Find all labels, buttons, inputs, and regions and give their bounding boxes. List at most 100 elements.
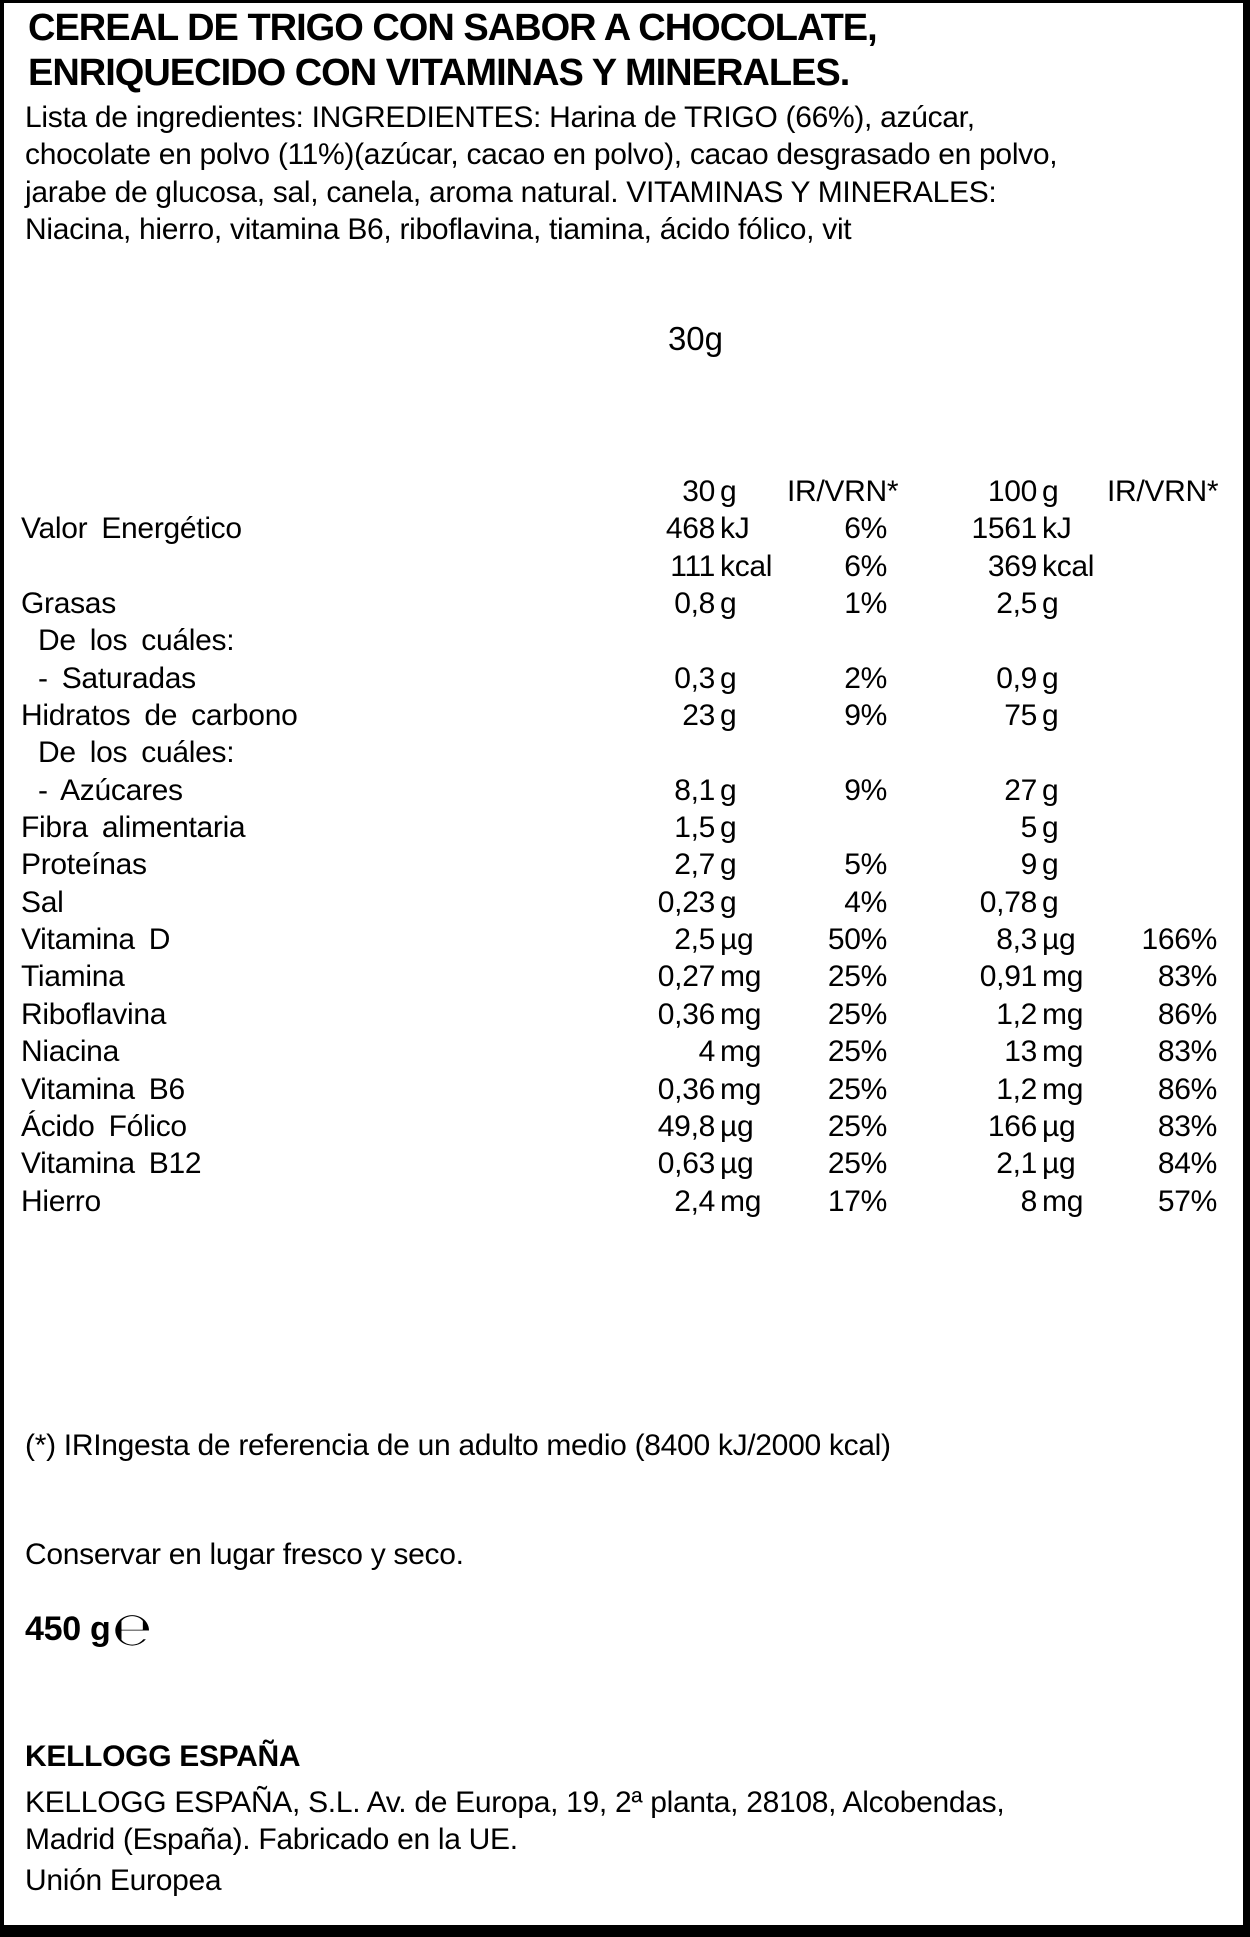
- unit-per-100g: g: [1042, 661, 1059, 695]
- nutrition-table: 30 g IR/VRN* 100 g IR/VRN* Valor Energét…: [21, 473, 1238, 1220]
- irvrn-per-100g: 83%: [1157, 960, 1217, 994]
- irvrn-per-30g: 25%: [827, 1109, 887, 1143]
- nutrient-row: Hierro 2,4 mg 17% 8 mg 57%: [21, 1183, 1238, 1220]
- irvrn-per-100g: 86%: [1157, 1072, 1217, 1106]
- irvrn-per-30g: 50%: [827, 923, 887, 957]
- value-per-100g: 0,91: [979, 960, 1038, 994]
- value-per-100g: 1,2: [996, 1072, 1037, 1106]
- irvrn-per-30g: [787, 809, 887, 846]
- unit-per-30g: [715, 622, 787, 659]
- estimated-sign: ℮: [112, 1602, 152, 1656]
- unit-per-30g: kcal: [720, 549, 773, 583]
- value-per-100g: 27: [1004, 773, 1037, 807]
- bottom-bar: [0, 1925, 1250, 1937]
- unit-per-100g: g: [1042, 773, 1059, 807]
- value-per-30g: 0,27: [657, 960, 716, 994]
- nutrient-label: Ácido Fólico: [21, 1109, 187, 1143]
- value-per-100g: 75: [1004, 699, 1037, 733]
- unit-per-100g: mg: [1042, 1184, 1084, 1218]
- unit-per-30g: µg: [720, 1147, 754, 1181]
- unit-per-30g: g: [720, 811, 737, 845]
- storage-instructions: Conservar en lugar fresco y seco.: [25, 1538, 464, 1571]
- unit-per-30g: g: [720, 848, 737, 882]
- header-unit-100g: g: [1042, 475, 1059, 508]
- product-title-line2: ENRIQUECIDO CON VITAMINAS Y MINERALES.: [28, 52, 850, 94]
- irvrn-per-100g: [1107, 622, 1217, 659]
- irvrn-per-100g: [1107, 884, 1217, 921]
- irvrn-per-100g: [1107, 734, 1217, 771]
- value-per-100g: 8,3: [996, 923, 1037, 957]
- irvrn-per-100g: 86%: [1157, 997, 1217, 1031]
- unit-per-30g: g: [720, 773, 737, 807]
- unit-per-30g: mg: [720, 1072, 762, 1106]
- unit-per-100g: mg: [1042, 1035, 1084, 1069]
- unit-per-30g: g: [720, 885, 737, 919]
- value-per-100g: [887, 734, 1037, 771]
- value-per-100g: 13: [1004, 1035, 1037, 1069]
- unit-per-100g: g: [1042, 885, 1059, 919]
- value-per-100g: 0,9: [996, 661, 1037, 695]
- value-per-30g: 2,7: [674, 848, 715, 882]
- irvrn-per-100g: 166%: [1141, 923, 1217, 957]
- irvrn-per-30g: 6%: [844, 549, 887, 583]
- nutrient-label: Riboflavina: [21, 997, 167, 1031]
- irvrn-per-100g: [1107, 660, 1217, 697]
- unit-per-100g: g: [1042, 811, 1059, 845]
- nutrient-row: 111 kcal 6% 369 kcal: [21, 548, 1238, 585]
- nutrient-label: Hierro: [21, 1184, 101, 1218]
- value-per-100g: 8: [1020, 1184, 1038, 1218]
- unit-per-100g: [1037, 622, 1107, 659]
- unit-per-30g: mg: [720, 1035, 762, 1069]
- serving-size: 30g: [667, 320, 723, 357]
- nutrient-row: - Saturadas 0,3 g 2% 0,9 g: [21, 660, 1238, 697]
- nutrient-label: Proteínas: [21, 848, 147, 882]
- unit-per-100g: kcal: [1042, 549, 1095, 583]
- nutrient-label: Vitamina D: [21, 923, 171, 957]
- value-per-30g: 0,63: [657, 1147, 716, 1181]
- unit-per-100g: µg: [1042, 1147, 1076, 1181]
- header-unit-30g: g: [720, 475, 737, 508]
- nutrient-row: Vitamina D 2,5 µg 50% 8,3 µg 166%: [21, 921, 1238, 958]
- irvrn-per-30g: 6%: [844, 512, 887, 546]
- unit-per-30g: µg: [720, 923, 754, 957]
- irvrn-per-30g: 9%: [844, 699, 887, 733]
- unit-per-30g: g: [720, 587, 737, 621]
- nutrient-row: De los cuáles:: [21, 622, 1238, 659]
- value-per-100g: [887, 622, 1037, 659]
- irvrn-per-100g: [1107, 809, 1217, 846]
- unit-per-30g: kJ: [720, 512, 750, 546]
- value-per-100g: 1561: [971, 512, 1037, 546]
- irvrn-per-30g: 9%: [844, 773, 887, 807]
- value-per-100g: 166: [987, 1109, 1037, 1143]
- nutrient-label: Niacina: [21, 1035, 119, 1069]
- header-irvrn-100g: IR/VRN*: [1107, 475, 1219, 508]
- irvrn-per-30g: 25%: [827, 1072, 887, 1106]
- unit-per-100g: g: [1042, 587, 1059, 621]
- irvrn-per-30g: [787, 622, 887, 659]
- irvrn-per-30g: 25%: [827, 960, 887, 994]
- nutrient-label: Fibra alimentaria: [21, 811, 246, 845]
- unit-per-30g: mg: [720, 960, 762, 994]
- nutrient-row: Valor Energético 468 kJ 6% 1561 kJ: [21, 510, 1238, 547]
- unit-per-30g: mg: [720, 1184, 762, 1218]
- value-per-100g: 2,1: [996, 1147, 1037, 1181]
- nutrient-row: Tiamina 0,27 mg 25% 0,91 mg 83%: [21, 958, 1238, 995]
- nutrient-label: Vitamina B12: [21, 1147, 202, 1181]
- nutrient-row: - Azúcares 8,1 g 9% 27 g: [21, 772, 1238, 809]
- value-per-30g: 2,5: [674, 923, 715, 957]
- value-per-30g: 111: [670, 549, 715, 583]
- value-per-100g: 369: [987, 549, 1037, 583]
- unit-per-30g: mg: [720, 997, 762, 1031]
- nutrient-label: Sal: [21, 885, 64, 919]
- nutrient-label: De los cuáles:: [38, 624, 235, 658]
- header-irvrn-30g: IR/VRN*: [787, 475, 899, 508]
- value-per-30g: 2,4: [674, 1184, 715, 1218]
- value-per-100g: 0,78: [979, 885, 1038, 919]
- value-per-30g: 0,36: [657, 1072, 716, 1106]
- ingredients-line: chocolate en polvo (11%)(azúcar, cacao e…: [25, 138, 1058, 172]
- product-title-line1: CEREAL DE TRIGO CON SABOR A CHOCOLATE,: [28, 7, 878, 49]
- value-per-30g: 8,1: [674, 773, 715, 807]
- irvrn-per-30g: 25%: [827, 997, 887, 1031]
- nutrient-row: Ácido Fólico 49,8 µg 25% 166 µg 83%: [21, 1108, 1238, 1145]
